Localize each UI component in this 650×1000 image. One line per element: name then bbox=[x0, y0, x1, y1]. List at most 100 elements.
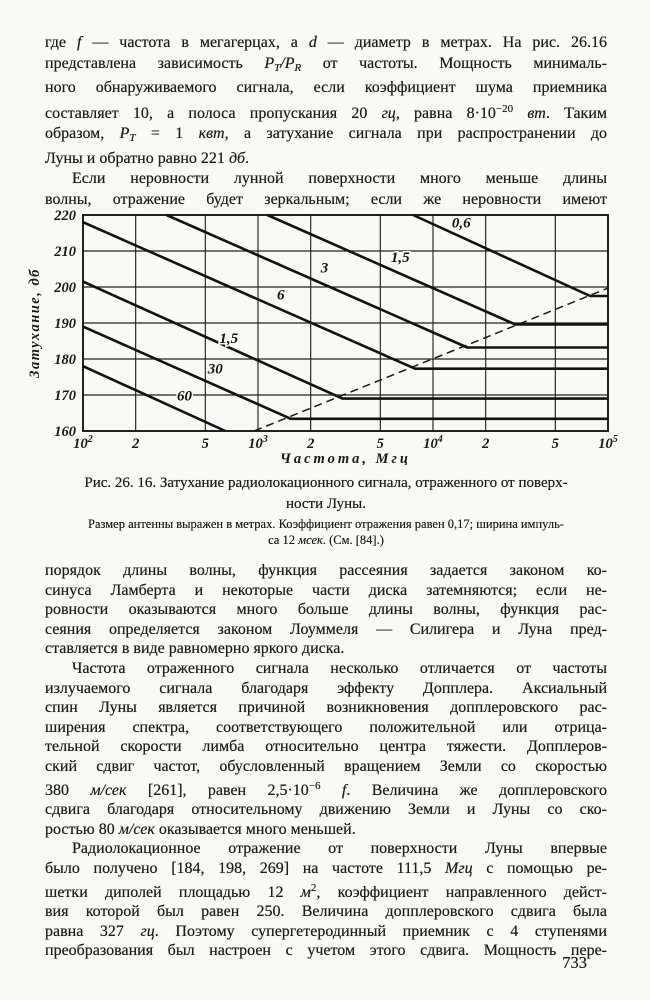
text-line: тельной скорости лимба относительно цент… bbox=[45, 737, 607, 757]
text-line: ровности оказываются много больше длины … bbox=[45, 600, 607, 620]
text-segment: T bbox=[129, 132, 136, 144]
text-segment: синуса Ламберта и некоторые части диска … bbox=[45, 581, 607, 599]
text-segment: . Таким bbox=[545, 104, 607, 122]
figure-subcaption: Размер антенны выражен в метрах. Коэффиц… bbox=[38, 517, 614, 548]
text-line: Луны и обратно равно 221 дб. bbox=[45, 149, 607, 170]
paragraph: Если неровности лунной поверхности много… bbox=[45, 169, 607, 210]
text-segment bbox=[513, 105, 527, 122]
text-segment: ширения спектра, соответствующего положи… bbox=[45, 718, 607, 736]
x-tick-label: 105 bbox=[598, 434, 618, 452]
x-tick-label: 104 bbox=[423, 434, 443, 452]
text-segment: вт bbox=[527, 104, 546, 122]
x-tick-label: 2 bbox=[481, 436, 489, 452]
text-segment: сеяния определяется законом Лоуммеля — С… bbox=[45, 620, 607, 638]
paragraph: Радиолокационное отражение от поверхност… bbox=[45, 839, 607, 961]
text-segment: d bbox=[308, 34, 317, 51]
text-segment: P bbox=[119, 125, 130, 142]
paragraph: где f — частота в мегагерцах, а d — диам… bbox=[45, 33, 607, 169]
limit-dashed-line bbox=[253, 287, 609, 432]
y-tick-label: 220 bbox=[53, 208, 76, 224]
text-line: ростью 80 м/сек оказывается много меньше… bbox=[45, 820, 607, 840]
text-line: где f — частота в мегагерцах, а d — диам… bbox=[45, 33, 607, 54]
text-segment: спин Луны является причиной возникновени… bbox=[45, 699, 607, 717]
text-segment: образом, bbox=[45, 125, 120, 142]
chart-svg: 0,6 1,5 3 6 1,5 30 60 160 170 180 190 200 210 220 102 2… bbox=[27, 208, 618, 467]
text-line: вия которой был равен 250. Величина допп… bbox=[45, 902, 607, 922]
text-segment: от частоты. Мощность минималь- bbox=[301, 54, 607, 72]
x-tick-label: 5 bbox=[552, 436, 559, 452]
series-line-0,6 bbox=[412, 213, 608, 298]
text-segment: −20 bbox=[495, 102, 514, 115]
text-line: ский сдвиг частот, обусловленный вращени… bbox=[45, 757, 607, 777]
text-segment: [261], равен 2,5·10 bbox=[126, 781, 309, 799]
text-line: порядок длины волны, функция рассеяния з… bbox=[45, 561, 607, 581]
x-tick-label: 5 bbox=[377, 436, 384, 452]
series-label: 1,5 bbox=[391, 250, 410, 266]
text-segment: . bbox=[245, 149, 250, 167]
figure-26-16: 0,6 1,5 3 6 1,5 30 60 160 170 180 190 200 210 220 102 2… bbox=[26, 203, 624, 467]
text-segment: мсек bbox=[298, 532, 323, 547]
text-segment: f bbox=[76, 34, 82, 51]
y-axis-title: Затухание, дб bbox=[27, 268, 43, 379]
x-axis-title: Частота, Мгц bbox=[280, 451, 411, 465]
text-segment: Размер антенны выражен в метрах. Коэффиц… bbox=[88, 517, 564, 531]
text-segment: Частота отраженного сигнала несколько от… bbox=[72, 659, 607, 677]
text-segment: было получено [184, 198, 269] на частоте… bbox=[45, 859, 446, 877]
text-line: ставляется в виде равномерно яркого диск… bbox=[45, 639, 607, 659]
text-segment: — частота в мегагерцах, а bbox=[81, 34, 309, 51]
text-segment: представлена зависимость bbox=[45, 54, 265, 72]
series-line-6 bbox=[82, 221, 608, 370]
text-line: Если неровности лунной поверхности много… bbox=[45, 169, 607, 190]
text-segment: м/сек bbox=[90, 781, 127, 799]
x-tick-label: 102 bbox=[73, 434, 93, 452]
text-line: образом, PT = 1 квт, а затухание сигнала… bbox=[45, 124, 607, 149]
text-segment: ровности оказываются много больше длины … bbox=[45, 601, 607, 619]
text-segment: с помощью ре- bbox=[472, 859, 608, 877]
series-line-3 bbox=[165, 213, 608, 349]
text-segment: квт bbox=[198, 125, 225, 142]
series-label: 6 bbox=[277, 288, 285, 304]
text-segment: шетки диполей площадью 12 bbox=[45, 883, 301, 901]
text-segment: дб bbox=[228, 149, 246, 167]
plot-border bbox=[82, 214, 609, 432]
series-label: 0,6 bbox=[452, 216, 471, 232]
text-segment: f bbox=[341, 781, 347, 799]
text-segment: 380 bbox=[45, 781, 91, 799]
text-segment: где bbox=[45, 34, 77, 51]
y-tick-label: 200 bbox=[53, 280, 76, 296]
text-line: спин Луны является причиной возникновени… bbox=[45, 698, 607, 718]
text-segment: са 12 bbox=[268, 532, 299, 547]
series-line-1,5 bbox=[82, 280, 608, 400]
text-segment bbox=[321, 782, 342, 799]
series-label: 60 bbox=[177, 388, 193, 404]
text-line: преобразования был настроен с учетом это… bbox=[45, 941, 607, 961]
text-segment: . (См. [84].) bbox=[322, 532, 384, 547]
y-tick-label: 160 bbox=[54, 424, 76, 440]
text-segment: , коэффициент направленного дейст- bbox=[316, 883, 608, 901]
text-line: сдвига благодаря относительному движению… bbox=[45, 800, 607, 820]
text-segment: Радиолокационное отражение от поверхност… bbox=[72, 840, 607, 858]
text-line: ширения спектра, соответствующего положи… bbox=[45, 718, 607, 738]
paragraph: порядок длины волны, функция рассеяния з… bbox=[45, 561, 607, 659]
text-segment: Рис. 26. 16. Затухание радиолокационного… bbox=[84, 475, 568, 491]
text-segment: . Поэтому супергетеродинный приемник с 4… bbox=[154, 922, 607, 940]
text-segment: вия которой был равен 250. Величина допп… bbox=[45, 903, 607, 921]
text-segment: ставляется в виде равномерно яркого диск… bbox=[45, 640, 345, 658]
text-segment: = 1 bbox=[135, 125, 199, 142]
text-line: составляет 10, а полоса пропускания 20 г… bbox=[45, 99, 607, 125]
x-tick-label: 103 bbox=[248, 434, 268, 452]
text-line: излучаемого сигнала благодаря эффекту До… bbox=[45, 679, 607, 699]
text-segment: P bbox=[264, 54, 275, 72]
text-segment: излучаемого сигнала благодаря эффекту До… bbox=[45, 679, 607, 697]
series-label: 1,5 bbox=[219, 331, 238, 347]
text-line: было получено [184, 198, 269] на частоте… bbox=[45, 859, 607, 879]
body-text-bottom: порядок длины волны, функция рассеяния з… bbox=[45, 561, 607, 961]
text-segment: преобразования был настроен с учетом это… bbox=[45, 942, 607, 960]
text-segment: Мгц bbox=[445, 859, 473, 877]
text-segment: ростью 80 bbox=[45, 820, 119, 838]
text-line: представлена зависимость PT/PR от частот… bbox=[45, 54, 607, 79]
series-line-1,5 bbox=[266, 213, 608, 326]
text-segment: оказывается много меньшей. bbox=[154, 820, 356, 838]
text-segment: , а затухание сигнала при распространени… bbox=[224, 125, 607, 142]
text-line: Радиолокационное отражение от поверхност… bbox=[45, 839, 607, 859]
